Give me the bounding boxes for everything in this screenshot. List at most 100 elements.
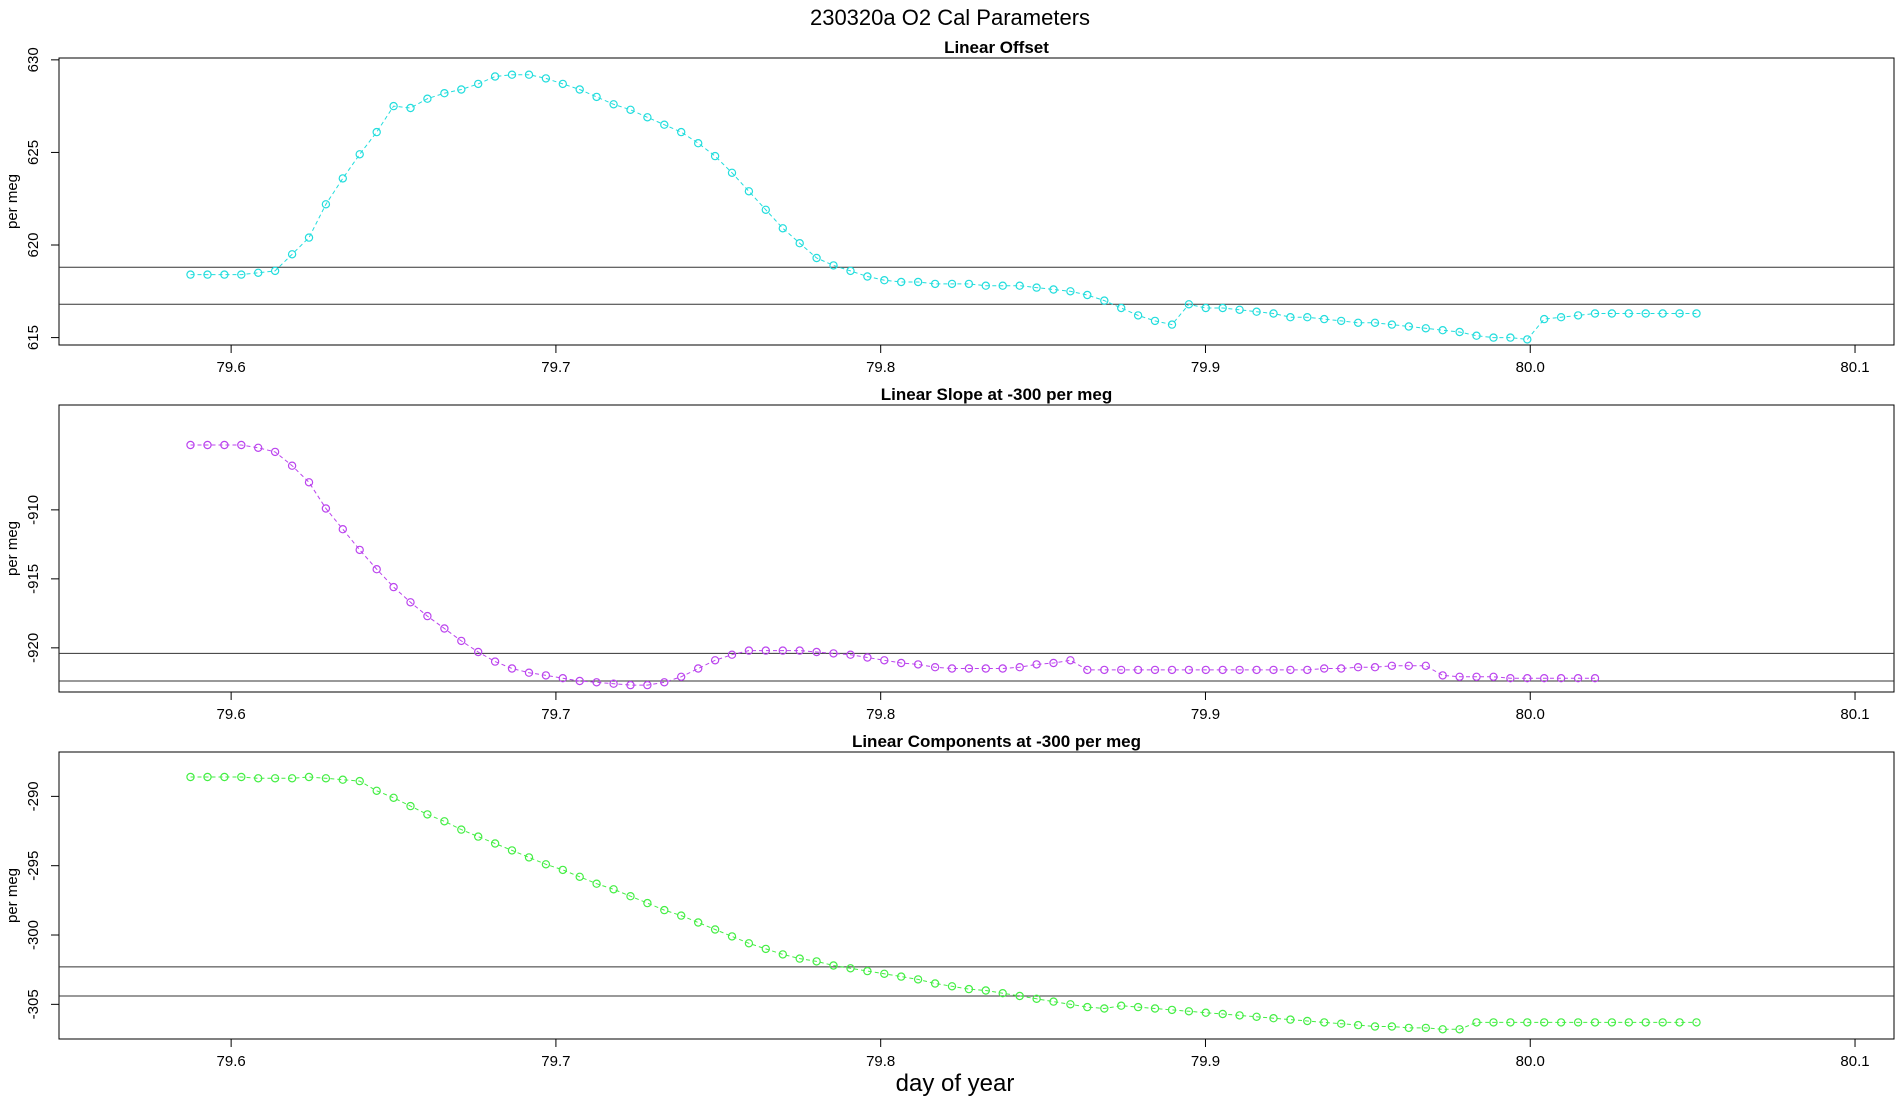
y-tick-label: 625 [25,140,42,165]
data-point [1489,333,1498,342]
data-point [186,440,195,450]
data-point [880,276,889,285]
data-point [795,238,804,248]
data-point [846,964,855,973]
data-point [880,969,889,979]
data-point [744,187,754,196]
data-point [372,127,381,137]
data-point [1201,665,1211,675]
data-point [1353,318,1363,327]
data-point [609,679,618,688]
data-point [1049,658,1058,668]
panel-1: Linear Offset per meg 79.6 79.7 79.8 79.9 80.0… [4,38,1895,376]
data-point [761,205,771,214]
series-line [190,776,1697,1030]
data-point [1303,313,1312,322]
data-point [1319,314,1329,324]
data-point [677,911,686,920]
data-point [744,646,754,655]
data-point [338,174,347,183]
data-point [981,986,991,995]
data-point [1421,1023,1431,1033]
y-axis-label: per meg [4,521,21,576]
data-point [203,772,212,782]
data-point [998,664,1007,673]
data-point [474,647,483,657]
data-point [1624,1018,1634,1027]
data-point [710,925,720,934]
data-point [778,950,788,959]
data-point [1235,665,1244,675]
data-point [998,989,1007,998]
y-axis-label: per meg [4,174,21,229]
data-point [1523,1018,1532,1027]
data-point [778,646,788,655]
data-point [1539,314,1549,324]
data-point [254,268,263,277]
y-tick-label: -295 [25,851,42,881]
x-tick-label: 79.7 [541,1053,570,1070]
data-point [1336,664,1346,673]
data-point [727,650,737,659]
data-point [474,79,483,89]
panel-3: Linear Components at -300 per meg per meg… [4,732,1895,1070]
data-point [287,250,297,259]
data-point [457,825,466,834]
data-point [1590,674,1600,683]
data-point [1150,1004,1160,1013]
data-point [1370,663,1380,672]
x-tick-label: 79.6 [217,1053,246,1070]
data-point [1387,1022,1397,1031]
data-point [423,810,432,819]
data-point [677,672,686,682]
data-point [1066,287,1075,296]
data-point [846,650,855,659]
data-point [694,664,703,673]
data-point [355,545,364,555]
data-point [270,447,280,457]
data-point [338,775,347,784]
data-point [1032,283,1041,292]
data-point [1556,1018,1566,1027]
data-point [964,664,974,673]
data-point [474,832,483,841]
data-point [846,266,855,276]
data-point [947,982,957,991]
data-point [947,664,957,673]
data-point [524,853,534,862]
data-point [304,772,314,782]
data-point [355,150,364,159]
data-point [220,270,229,279]
data-point [575,872,584,882]
data-point [440,624,449,633]
x-tick-label: 79.9 [1191,1053,1220,1070]
data-point [220,440,229,450]
data-point [880,656,889,665]
data-point [1421,661,1431,671]
data-point [457,636,466,646]
data-point [930,279,940,289]
data-point [795,646,804,655]
data-point [897,277,906,287]
data-point [1066,1000,1075,1009]
data-point [1421,324,1431,333]
data-point [643,898,652,908]
data-point [1049,285,1058,294]
data-point [1641,309,1650,318]
data-point [287,774,297,783]
data-point [541,74,551,83]
data-point [1167,1005,1177,1015]
data-point [1133,311,1143,320]
data-point [1404,1023,1414,1033]
data-point [203,270,212,279]
data-point [1100,296,1109,305]
data-point [490,72,500,81]
data-point [1150,316,1160,326]
y-tick-label: -290 [25,781,42,811]
data-point [829,961,838,970]
panel-title: Linear Slope at -300 per meg [881,385,1112,404]
x-tick-label: 80.1 [1840,706,1869,723]
data-point [1303,1016,1312,1026]
data-point [1252,307,1261,316]
